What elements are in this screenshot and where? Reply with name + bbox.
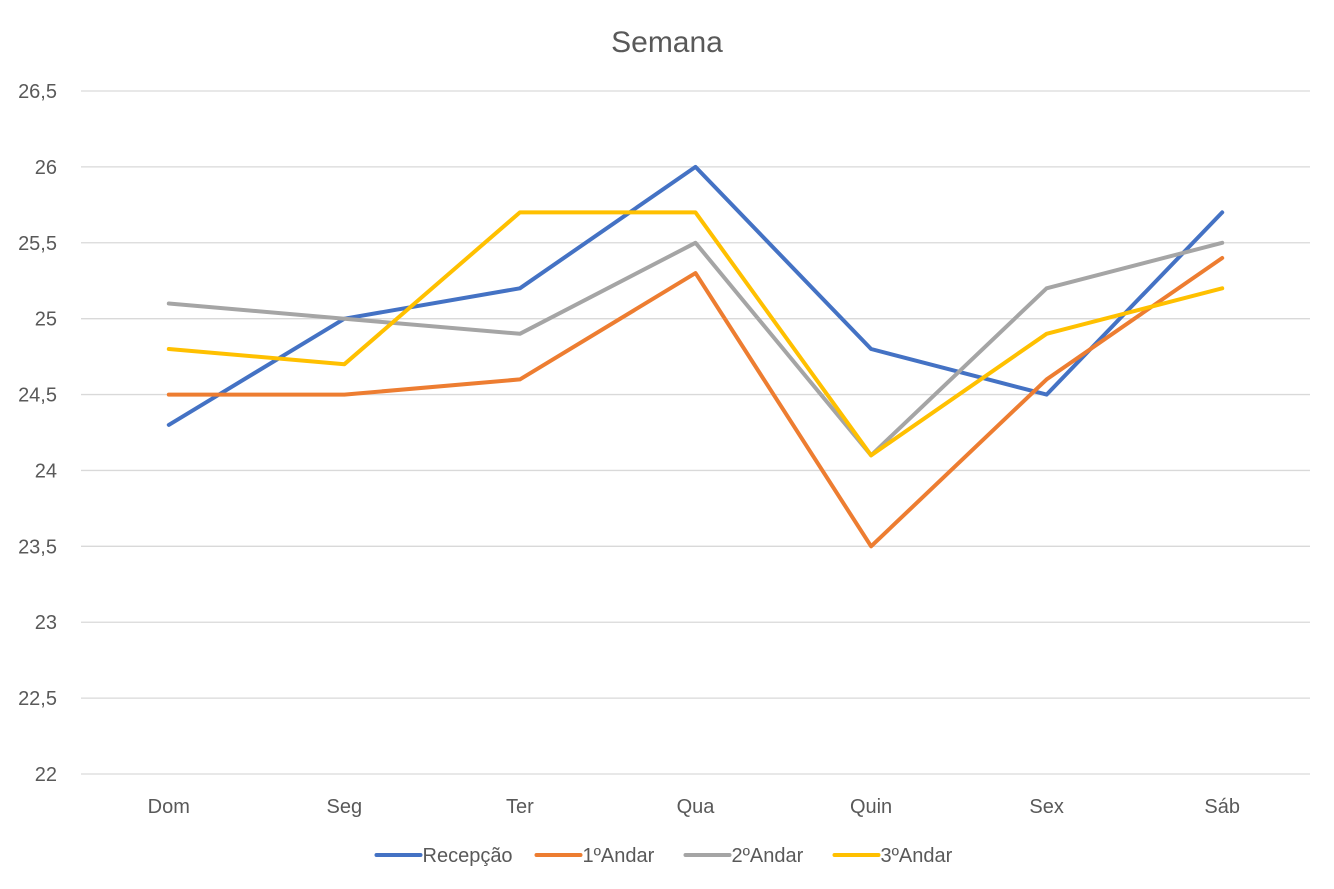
y-tick-label: 23 <box>35 612 57 634</box>
x-tick-label: Qua <box>677 796 716 818</box>
series-line-3 <box>166 240 1225 458</box>
x-tick-label: Seg <box>327 796 363 818</box>
y-tick-label: 24 <box>35 460 57 482</box>
y-tick-label: 22,5 <box>18 688 57 710</box>
y-tick-label: 25 <box>35 309 57 331</box>
legend: Recepção 1ºAndar 2ºAndar 3ºAndar <box>374 845 953 867</box>
series-line-4 <box>166 210 1225 458</box>
legend-label: 1ºAndar <box>583 845 655 867</box>
legend-label: 2ºAndar <box>732 845 804 867</box>
y-axis-ticks: 22 22,5 23 23,5 24 24,5 25 25,5 26 26,5 <box>18 81 57 786</box>
chart-title: Semana <box>611 26 723 59</box>
y-tick-label: 24,5 <box>18 385 57 407</box>
x-tick-label: Sáb <box>1204 796 1240 818</box>
x-axis-ticks: Dom Seg Ter Qua Quin Sex Sáb <box>148 796 1240 818</box>
x-tick-label: Ter <box>506 796 534 818</box>
gridlines <box>81 90 1310 775</box>
series-line-2 <box>166 256 1225 549</box>
y-tick-label: 26 <box>35 157 57 179</box>
series-lines <box>166 164 1225 549</box>
x-tick-label: Dom <box>148 796 190 818</box>
x-tick-label: Sex <box>1029 796 1063 818</box>
y-tick-label: 25,5 <box>18 233 57 255</box>
legend-label: Recepção <box>423 845 513 867</box>
y-tick-label: 23,5 <box>18 536 57 558</box>
x-tick-label: Quin <box>850 796 892 818</box>
y-tick-label: 22 <box>35 764 57 786</box>
legend-label: 3ºAndar <box>881 845 953 867</box>
series-line-1 <box>166 164 1225 427</box>
y-tick-label: 26,5 <box>18 81 57 103</box>
